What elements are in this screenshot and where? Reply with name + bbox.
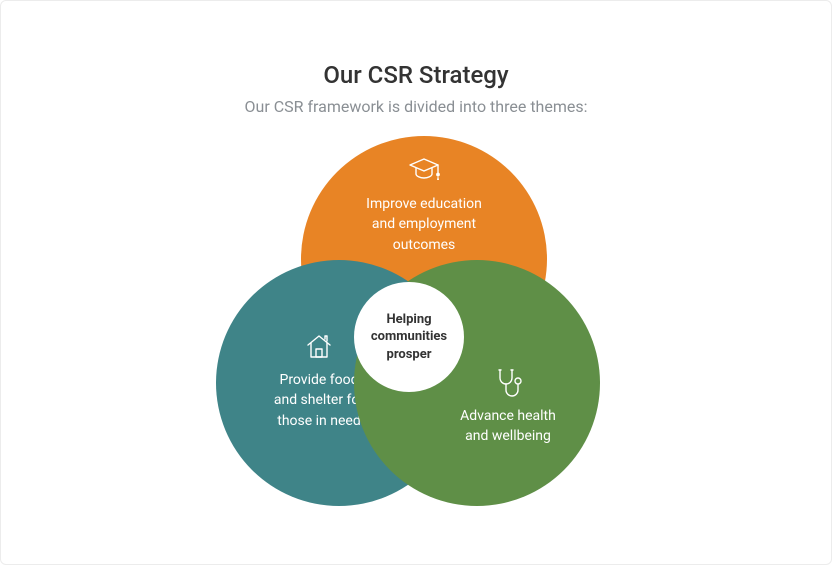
venn-label-health: Advance health and wellbeing xyxy=(438,406,578,447)
center-line: Helping xyxy=(386,311,431,329)
venn-label-education: Improve education and employment outcome… xyxy=(354,194,494,255)
text-line: Advance health xyxy=(460,408,556,424)
page-title: Our CSR Strategy xyxy=(1,61,831,89)
center-line: communities xyxy=(371,328,447,346)
venn-content-education: Improve education and employment outcome… xyxy=(354,154,494,255)
center-line: prosper xyxy=(387,346,432,364)
text-line: Improve education xyxy=(366,196,482,212)
text-line: outcomes xyxy=(393,237,456,253)
house-icon xyxy=(302,330,336,364)
text-line: Provide food xyxy=(279,372,358,388)
venn-content-health: Advance health and wellbeing xyxy=(438,366,578,447)
csr-strategy-card: Our CSR Strategy Our CSR framework is di… xyxy=(0,0,832,565)
text-line: and wellbeing xyxy=(465,428,551,444)
text-line: and shelter for xyxy=(274,392,364,408)
graduation-cap-icon xyxy=(407,154,441,188)
venn-center: Helping communities prosper xyxy=(354,282,464,392)
text-line: those in need xyxy=(277,413,360,429)
stethoscope-icon xyxy=(491,366,525,400)
text-line: and employment xyxy=(372,216,476,232)
page-subtitle: Our CSR framework is divided into three … xyxy=(1,97,831,116)
venn-diagram: Improve education and employment outcome… xyxy=(216,136,616,536)
